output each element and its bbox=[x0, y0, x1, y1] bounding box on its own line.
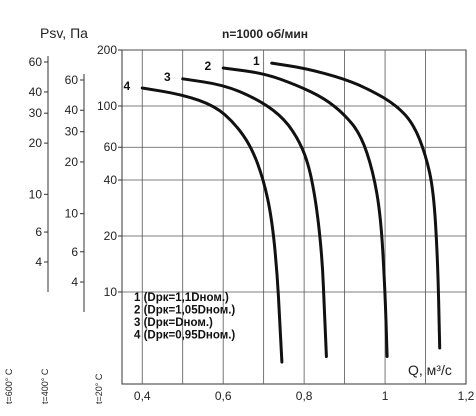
series-3-label: 3 bbox=[164, 70, 171, 84]
series-1-curve bbox=[270, 61, 442, 350]
temp-axis-tick-label: 20 bbox=[65, 155, 79, 169]
temp-axis-label: t=600° C bbox=[4, 368, 14, 404]
series-4-curve bbox=[140, 86, 284, 364]
y-tick-label: 10 bbox=[104, 285, 118, 299]
x-tick-label: 1,2 bbox=[458, 389, 475, 403]
y-axis-title: Psv, Па bbox=[40, 25, 88, 41]
legend: 1 (Dрк=1,1Dном.)2 (Dрк=1,05Dном.)3 (Dрк=… bbox=[134, 292, 235, 342]
axes: 200 100 60 40 20 10 0,4 0,6 0,8 1 1,2 60 40 30 20 10 6 4 t… bbox=[4, 43, 475, 404]
temp-axis-tick-label: 40 bbox=[65, 103, 79, 117]
series: 1 2 3 4 bbox=[124, 54, 442, 364]
temp-axis-tick-label: 6 bbox=[35, 225, 42, 239]
temp-axis-tick-label: 10 bbox=[65, 207, 79, 221]
grid bbox=[121, 49, 467, 385]
temp-axis-tick-label: 4 bbox=[71, 275, 78, 289]
y-tick-label: 40 bbox=[104, 173, 118, 187]
temp-axis-tick-label: 10 bbox=[29, 187, 43, 201]
temp-axis-tick-label: 6 bbox=[71, 245, 78, 259]
series-2-curve bbox=[221, 66, 389, 358]
legend-entry-3: 3 (Dрк=Dном.) bbox=[134, 317, 213, 329]
chart-title: n=1000 об/мин bbox=[222, 27, 308, 41]
x-axis-title: Q, м³/с bbox=[408, 362, 452, 378]
legend-entry-4: 4 (Dрк=0,95Dном.) bbox=[134, 330, 235, 342]
temp-axis-tick-label: 30 bbox=[65, 125, 79, 139]
y-tick-label: 200 bbox=[97, 43, 117, 57]
x-tick-label: 0,8 bbox=[296, 389, 313, 403]
temp-axis-tick-label: 20 bbox=[29, 136, 43, 150]
y-tick-label: 20 bbox=[104, 229, 118, 243]
series-4-label: 4 bbox=[124, 79, 131, 93]
temp-axis-tick-label: 40 bbox=[29, 85, 43, 99]
temp-axis-tick-label: 30 bbox=[29, 106, 43, 120]
series-3-curve bbox=[181, 77, 328, 358]
temp-axis-label: t=20° C bbox=[94, 373, 104, 404]
temp-axis-tick-label: 60 bbox=[29, 55, 43, 69]
temp-axis-tick-label: 60 bbox=[65, 73, 79, 87]
x-tick-label: 0,6 bbox=[215, 389, 232, 403]
series-2-label: 2 bbox=[204, 59, 211, 73]
temp-axis-tick-label: 4 bbox=[35, 255, 42, 269]
legend-entry-1: 1 (Dрк=1,1Dном.) bbox=[134, 292, 229, 304]
y-tick-label: 60 bbox=[104, 140, 118, 154]
x-tick-label: 1 bbox=[382, 389, 389, 403]
series-1-label: 1 bbox=[253, 54, 260, 68]
y-tick-label: 100 bbox=[97, 99, 117, 113]
x-tick-label: 0,4 bbox=[134, 389, 151, 403]
legend-entry-2: 2 (Dрк=1,05Dном.) bbox=[134, 305, 235, 317]
temp-axis-label: t=400° C bbox=[40, 368, 50, 404]
